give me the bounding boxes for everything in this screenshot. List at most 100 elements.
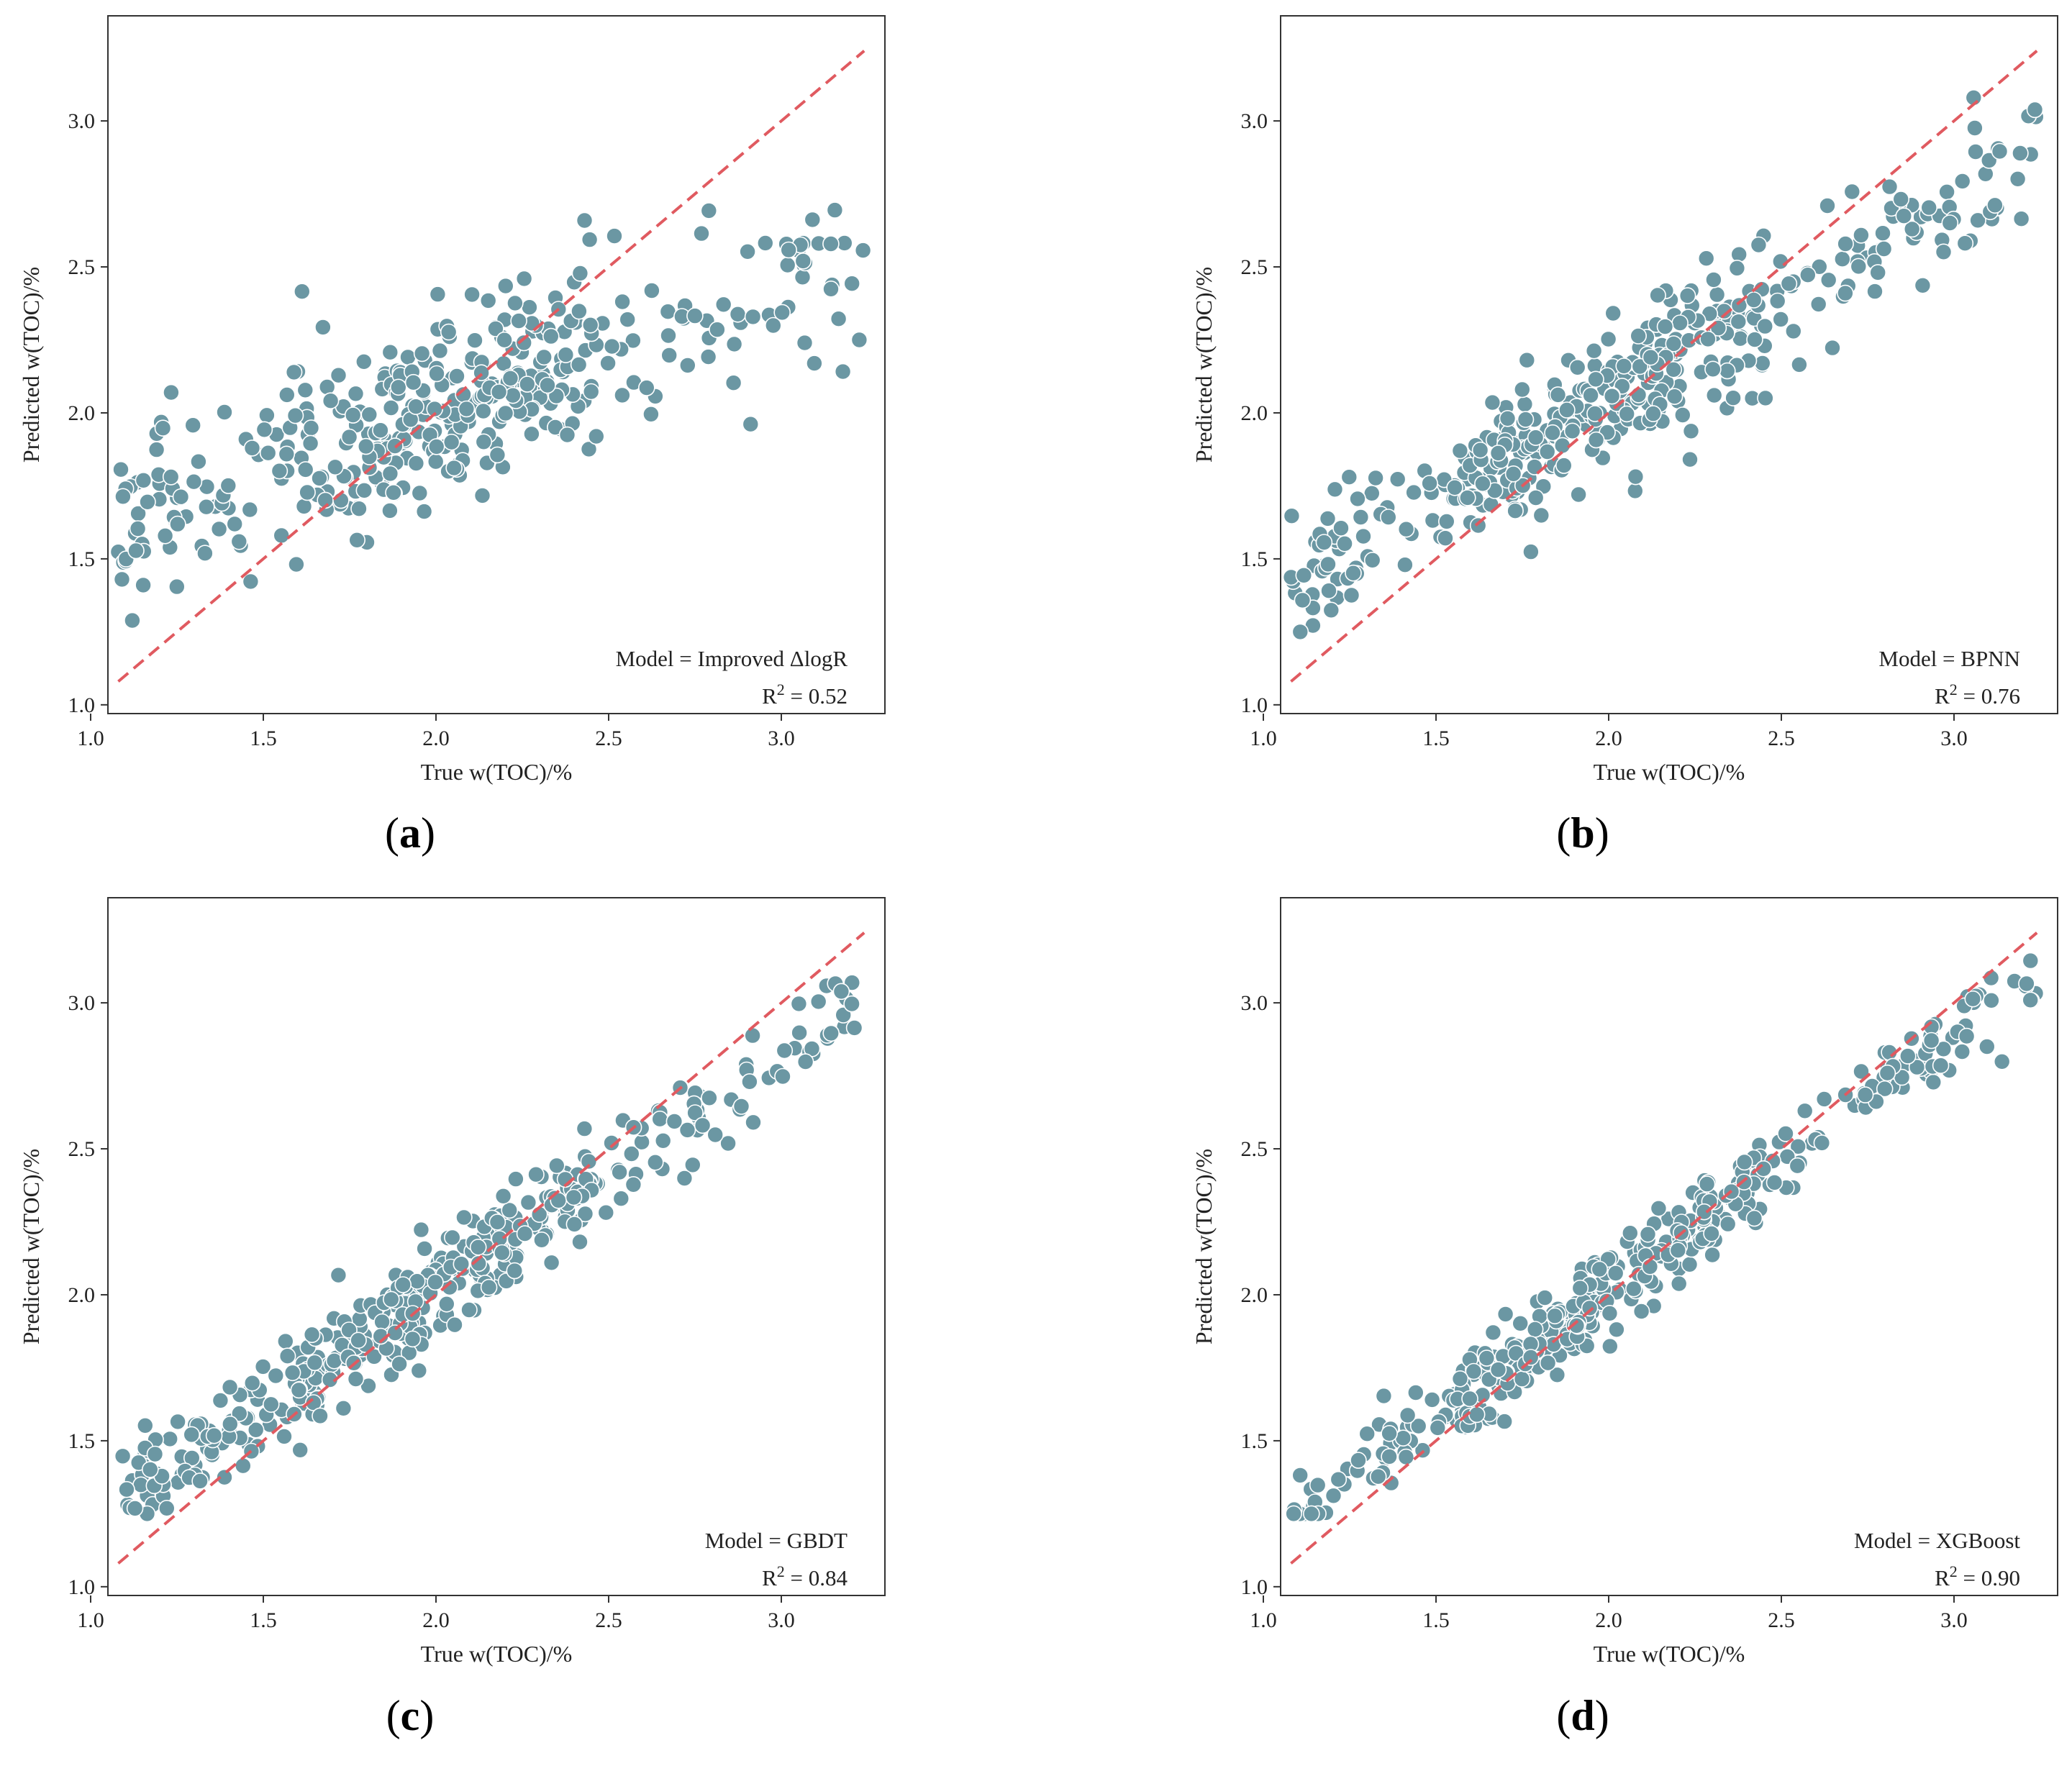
data-point	[1899, 1047, 1917, 1065]
data-point	[114, 1447, 132, 1465]
data-point	[314, 319, 332, 336]
data-point	[304, 1394, 322, 1411]
data-point	[1772, 311, 1789, 328]
data-point	[686, 1104, 704, 1121]
data-point	[496, 404, 514, 422]
data-point	[291, 1442, 309, 1459]
data-point	[1397, 520, 1415, 538]
data-point	[112, 460, 130, 478]
identity-line	[1290, 50, 2038, 683]
data-point	[547, 1157, 565, 1175]
data-point	[458, 400, 476, 418]
data-point	[790, 995, 808, 1013]
data-point	[1665, 360, 1682, 378]
data-point	[699, 348, 717, 365]
data-point	[347, 1370, 365, 1388]
data-point	[599, 355, 617, 372]
data-point	[258, 406, 276, 424]
data-point	[1991, 142, 2009, 160]
data-point	[1878, 1064, 1896, 1082]
data-point	[1320, 582, 1337, 600]
data-point	[1964, 990, 1982, 1008]
data-point	[1437, 529, 1454, 547]
data-point	[161, 1430, 178, 1448]
data-point	[1745, 1209, 1763, 1227]
data-point	[197, 498, 215, 516]
data-point	[325, 1352, 343, 1370]
data-point	[701, 1089, 718, 1107]
data-point	[146, 1445, 164, 1463]
data-point	[344, 406, 362, 424]
data-point	[1956, 235, 1974, 252]
data-point	[216, 1468, 233, 1486]
data-point	[1330, 1470, 1348, 1488]
data-point	[557, 346, 575, 364]
x-tick-label: 1.5	[250, 1608, 277, 1632]
data-point	[312, 1407, 329, 1425]
data-point	[1708, 286, 1726, 304]
data-point	[1355, 527, 1372, 545]
r2-prefix: R	[1935, 683, 1950, 709]
r2-superscript: 2	[1950, 680, 1958, 698]
data-point	[479, 292, 497, 309]
data-point	[1853, 1062, 1870, 1080]
data-point	[580, 1152, 598, 1170]
data-point	[729, 305, 747, 323]
x-tick-label: 3.0	[768, 1608, 795, 1632]
data-point	[1409, 1417, 1427, 1435]
data-point	[1568, 1317, 1586, 1334]
data-point	[216, 404, 233, 421]
data-point	[172, 488, 190, 506]
panel-letter: d	[1571, 1692, 1594, 1739]
y-axis-title: Predicted w(TOC)/%	[18, 1149, 44, 1344]
data-point	[1396, 556, 1414, 574]
data-point	[1358, 1425, 1376, 1442]
panel-label: (b)	[1556, 809, 1609, 857]
data-point	[429, 286, 447, 303]
data-point	[1483, 393, 1501, 411]
r2-value: = 0.52	[785, 683, 848, 709]
x-axis-title: True w(TOC)/%	[1594, 1641, 1745, 1667]
data-point	[765, 317, 782, 334]
data-point	[302, 419, 320, 437]
data-point	[776, 1042, 794, 1060]
data-point	[523, 425, 540, 443]
data-point	[1516, 396, 1534, 413]
data-point	[709, 321, 726, 339]
r2-value: = 0.90	[1958, 1565, 2020, 1590]
data-point	[843, 275, 860, 293]
data-point	[183, 1426, 201, 1444]
data-point	[1459, 489, 1476, 506]
data-point	[1536, 1289, 1554, 1306]
data-point	[581, 231, 599, 248]
data-point	[654, 1132, 672, 1149]
data-point	[693, 224, 710, 242]
data-point	[357, 437, 375, 455]
data-point	[624, 1176, 642, 1193]
data-point	[1291, 1467, 1309, 1484]
data-point	[428, 365, 445, 383]
data-point	[665, 1113, 683, 1130]
data-point	[404, 1330, 422, 1348]
data-point	[501, 370, 519, 387]
y-axis-title: Predicted w(TOC)/%	[18, 267, 44, 463]
data-point	[1527, 489, 1545, 506]
data-point	[259, 444, 277, 462]
data-point	[219, 477, 237, 494]
data-point	[1789, 1138, 1807, 1155]
data-point	[1558, 401, 1576, 419]
data-point	[322, 392, 340, 410]
data-point	[1294, 591, 1312, 609]
data-point	[394, 1276, 412, 1293]
data-point	[1527, 429, 1545, 447]
data-point	[273, 527, 291, 545]
r2-annotation: R2 = 0.90	[1935, 1562, 2020, 1590]
data-point	[565, 1188, 583, 1206]
data-point	[1843, 183, 1861, 201]
data-point	[1438, 513, 1455, 530]
data-point	[2012, 210, 2030, 228]
data-point	[700, 202, 718, 219]
r2-value: = 0.76	[1958, 683, 2020, 709]
data-point	[385, 483, 402, 501]
